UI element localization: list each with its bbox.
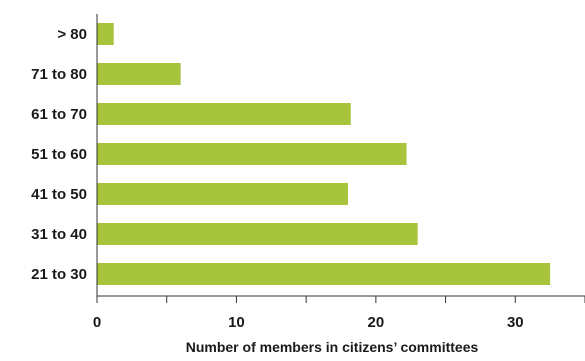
category-label-2: 41 to 50 [31,186,87,203]
category-label-3: 51 to 60 [31,146,87,163]
category-label-1: 31 to 40 [31,226,87,243]
category-label-6: > 80 [57,26,87,43]
x-tick-label-1: 10 [228,314,245,331]
category-label-5: 71 to 80 [31,66,87,83]
x-axis-title: Number of members in citizens’ committee… [186,339,479,355]
bar-2 [97,183,348,205]
x-tick-label-0: 0 [93,314,101,331]
bar-1 [97,223,418,245]
x-axis-ticks: 0 10 20 30 [93,296,585,331]
x-tick-label-2: 20 [368,314,385,331]
bar-3 [97,143,407,165]
category-labels: 21 to 30 31 to 40 41 to 50 51 to 60 61 to 70… [31,26,87,283]
bars-group [97,23,551,285]
bar-6 [97,23,114,45]
bar-0 [97,263,551,285]
bar-5 [97,63,181,85]
bar-4 [97,103,351,125]
category-label-0: 21 to 30 [31,266,87,283]
x-tick-label-3: 30 [507,314,524,331]
category-label-4: 61 to 70 [31,106,87,123]
